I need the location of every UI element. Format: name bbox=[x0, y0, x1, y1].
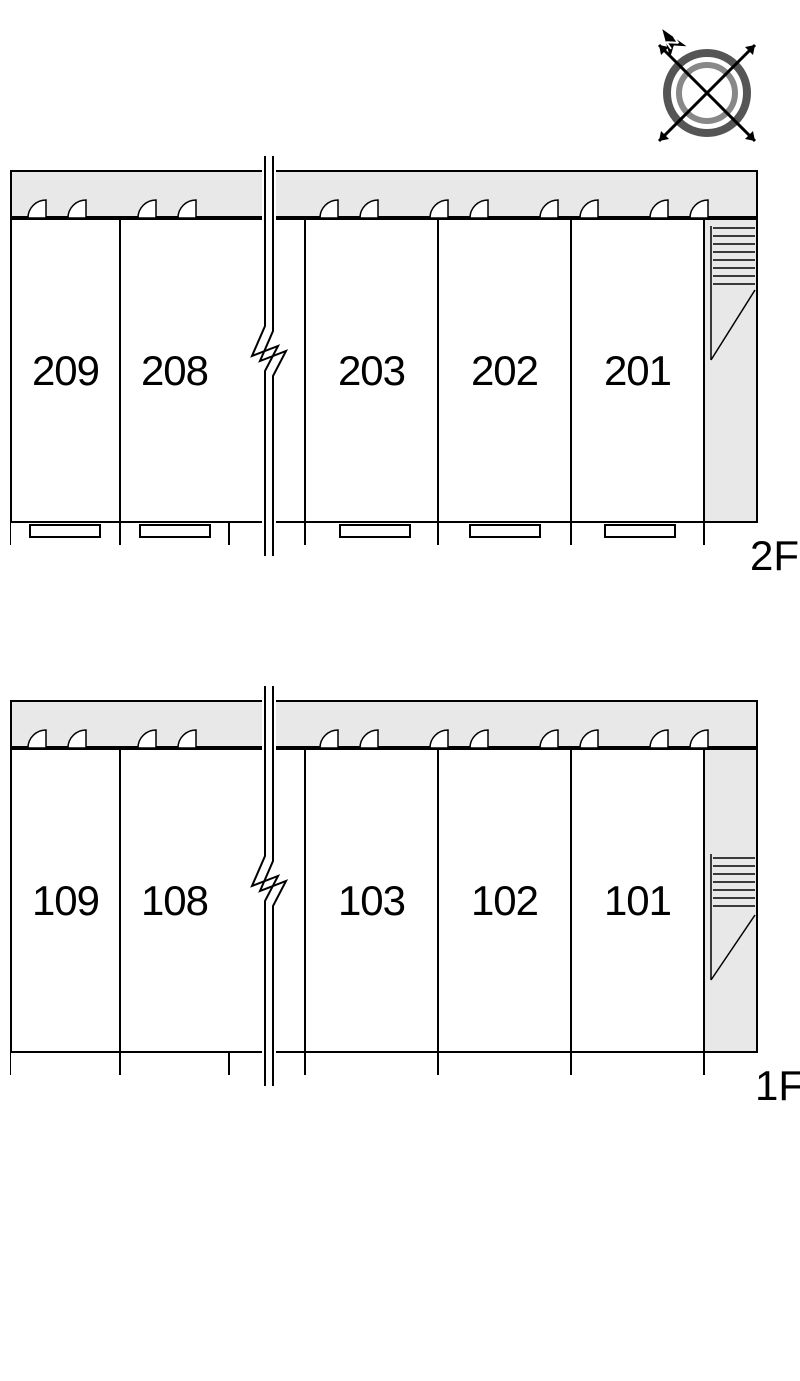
floor-label-1f: 1F bbox=[755, 1062, 800, 1110]
floor-1f: 109 108 103 102 101 bbox=[10, 700, 770, 1130]
unit-label: 101 bbox=[604, 877, 671, 925]
floor-2f: 209 208 203 202 201 bbox=[10, 170, 770, 600]
unit-108: 108 bbox=[119, 748, 230, 1053]
unit-label: 103 bbox=[338, 877, 405, 925]
break-gap-2f bbox=[228, 218, 306, 523]
unit-102: 102 bbox=[437, 748, 572, 1053]
floor-label-2f: 2F bbox=[750, 532, 799, 580]
unit-label: 203 bbox=[338, 347, 405, 395]
unit-201: 201 bbox=[570, 218, 705, 523]
break-gap-1f bbox=[228, 748, 306, 1053]
unit-202: 202 bbox=[437, 218, 572, 523]
unit-label: 209 bbox=[32, 347, 99, 395]
unit-208: 208 bbox=[119, 218, 230, 523]
balconies-1f bbox=[10, 1053, 758, 1077]
floorplan-canvas: Z 209 208 bbox=[0, 0, 800, 1381]
compass-icon: Z bbox=[630, 8, 785, 163]
unit-label: 108 bbox=[141, 877, 208, 925]
unit-label: 109 bbox=[32, 877, 99, 925]
stair-lines-icon bbox=[705, 220, 760, 525]
unit-109: 109 bbox=[10, 748, 121, 1053]
unit-203: 203 bbox=[304, 218, 439, 523]
unit-209: 209 bbox=[10, 218, 121, 523]
stair-1f bbox=[703, 748, 758, 1053]
unit-label: 208 bbox=[141, 347, 208, 395]
stair-lines-icon bbox=[705, 750, 760, 1055]
unit-101: 101 bbox=[570, 748, 705, 1053]
unit-103: 103 bbox=[304, 748, 439, 1053]
unit-label: 202 bbox=[471, 347, 538, 395]
stair-2f bbox=[703, 218, 758, 523]
unit-label: 102 bbox=[471, 877, 538, 925]
unit-label: 201 bbox=[604, 347, 671, 395]
balconies-2f bbox=[10, 523, 758, 547]
